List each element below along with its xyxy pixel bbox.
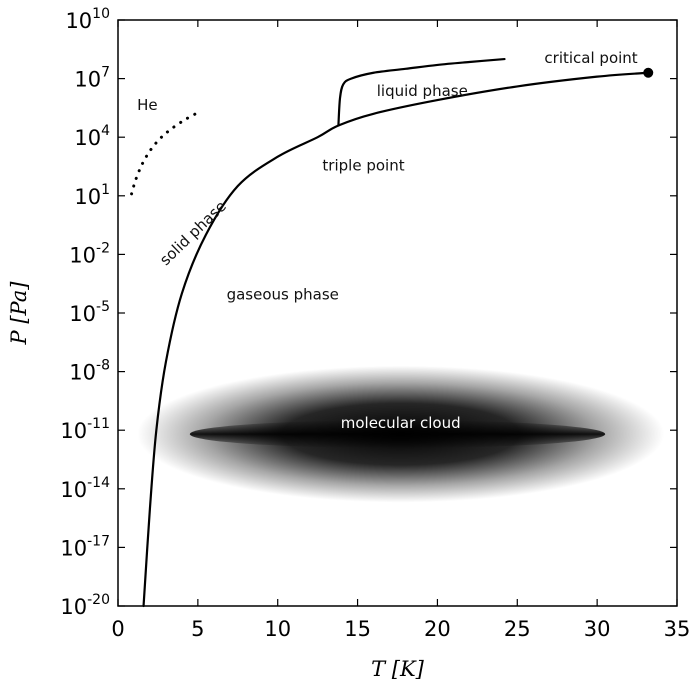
y-tick-label: 10-2	[69, 240, 110, 267]
annotation-molecular-cloud: molecular cloud	[341, 414, 461, 432]
y-tick-label: 107	[74, 65, 110, 92]
y-tick-label: 10-17	[60, 533, 110, 560]
phase-curves	[130, 57, 650, 608]
y-tick-label: 10-8	[69, 358, 110, 385]
annotation-gaseous-phase: gaseous phase	[227, 285, 339, 303]
y-axis-label: P [Pa]	[7, 281, 31, 346]
y-tick-label: 1010	[65, 6, 110, 33]
series-line-2	[130, 110, 201, 196]
y-tick-label: 101	[74, 182, 110, 209]
annotation-triple-point: triple point	[322, 156, 404, 174]
x-tick-label: 5	[191, 617, 204, 641]
y-tick-label: 10-11	[60, 416, 110, 443]
x-tick-label: 20	[424, 617, 451, 641]
y-tick-label: 104	[74, 123, 110, 150]
x-tick-label: 25	[504, 617, 531, 641]
y-tick-label: 10-14	[60, 475, 110, 502]
x-axis-label: T [K]	[371, 657, 425, 681]
x-axis-ticks: 0 5 10 15 20 25 30 35	[111, 20, 690, 641]
molecular-cloud-core	[189, 420, 606, 449]
x-tick-label: 30	[584, 617, 611, 641]
series-line-0	[142, 71, 650, 608]
annotation-liquid-phase: liquid phase	[377, 82, 468, 100]
annotation-critical-point: critical point	[544, 49, 637, 67]
critical-point-marker	[643, 67, 654, 78]
x-tick-label: 15	[344, 617, 371, 641]
markers	[643, 67, 654, 78]
x-tick-label: 35	[664, 617, 691, 641]
y-tick-label: 10-20	[60, 592, 110, 619]
annotation-he: He	[137, 96, 158, 114]
annotation-solid-phase: solid phase	[156, 197, 230, 269]
x-tick-label: 10	[264, 617, 291, 641]
x-tick-label: 0	[111, 617, 124, 641]
y-axis-ticks: 1010 107 104 101 10-2 10-5 10-8 10-11 10-14 10-17…	[60, 6, 677, 619]
y-tick-label: 10-5	[69, 299, 110, 326]
molecular-cloud-region	[137, 365, 665, 503]
series-line-1	[337, 57, 506, 127]
